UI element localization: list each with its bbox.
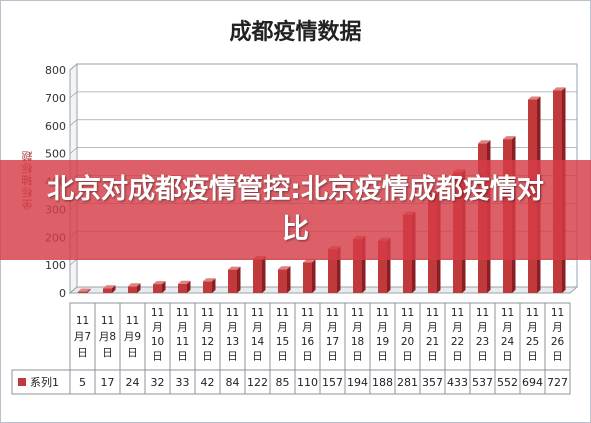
- x-tick-label: 11 月 24 日: [501, 307, 515, 363]
- bar: [353, 238, 362, 293]
- y-tick-label: 700: [45, 92, 66, 105]
- bar-top: [178, 280, 191, 284]
- gridline: [69, 147, 577, 154]
- x-tick-label: 11 月 18 日: [351, 307, 364, 363]
- data-label: 17: [101, 376, 115, 389]
- bar-top: [228, 266, 241, 270]
- x-tick-label: 11 月 20 日: [401, 307, 414, 363]
- gridline: [69, 119, 577, 127]
- data-label: 188: [372, 376, 393, 389]
- data-label: 357: [422, 376, 443, 389]
- bar-top: [553, 87, 566, 91]
- bar: [303, 262, 312, 293]
- bar-top: [478, 140, 491, 144]
- bar: [253, 258, 262, 293]
- bar-top: [203, 278, 216, 282]
- data-label: 84: [226, 376, 240, 389]
- x-tick-label: 11 月 16 日: [301, 307, 315, 363]
- data-label: 24: [126, 376, 140, 389]
- data-label: 433: [447, 376, 468, 389]
- x-tick-label: 11 月 19 日: [376, 307, 389, 363]
- legend-swatch: [18, 378, 26, 386]
- legend-label: 系列1: [30, 375, 59, 389]
- bar-side: [162, 281, 166, 293]
- x-tick-label: 11 月 14 日: [251, 307, 265, 363]
- bar-side: [287, 266, 291, 293]
- bar: [278, 269, 287, 293]
- data-label: 85: [276, 376, 290, 389]
- data-label: 42: [201, 376, 215, 389]
- x-tick-label: 11 月9 日: [124, 315, 141, 359]
- data-label: 110: [297, 376, 318, 389]
- x-tick-label: 11 月 17 日: [326, 307, 339, 363]
- data-label: 194: [347, 376, 368, 389]
- bar-side: [312, 259, 316, 293]
- bar-top: [503, 136, 516, 140]
- bar-side: [187, 280, 191, 293]
- data-label: 552: [497, 376, 518, 389]
- bar: [378, 240, 387, 293]
- data-label: 727: [547, 376, 568, 389]
- y-tick-label: 100: [45, 259, 66, 272]
- bar-side: [112, 285, 116, 293]
- banner-headline: 北京对成都疫情管控:北京疫情成都疫情对比: [47, 174, 544, 245]
- bar: [128, 286, 137, 293]
- y-tick-label: 600: [45, 120, 66, 133]
- bar-top: [103, 285, 116, 289]
- y-tick-label: 800: [45, 64, 66, 77]
- bar-top: [528, 96, 541, 100]
- overlay-banner: 北京对成都疫情管控:北京疫情成都疫情对比: [0, 160, 591, 260]
- x-tick-label: 11 月 10 日: [151, 307, 164, 363]
- x-tick-label: 11 月 15 日: [276, 307, 289, 363]
- x-tick-label: 11 月 13 日: [226, 307, 239, 363]
- bar-side: [137, 283, 141, 293]
- bar: [328, 249, 337, 293]
- bar: [153, 284, 162, 293]
- data-table-row: [11, 369, 571, 395]
- data-label: 537: [472, 376, 493, 389]
- bar: [178, 283, 187, 293]
- bar: [203, 281, 212, 293]
- bar-side: [262, 255, 266, 293]
- y-tick-label: 500: [45, 148, 66, 161]
- gridline: [69, 91, 577, 99]
- bar-top: [153, 281, 166, 285]
- bar: [228, 269, 237, 293]
- chart-title: 成都疫情数据: [229, 19, 362, 45]
- gridline: [69, 63, 577, 71]
- data-label: 33: [176, 376, 190, 389]
- data-label: 32: [151, 376, 165, 389]
- x-tick-label: 11 月 25 日: [526, 307, 539, 363]
- data-label: 5: [79, 376, 86, 389]
- bar: [103, 288, 112, 293]
- x-tick-label: 11 月 11 日: [176, 307, 189, 363]
- y-tick-label: 0: [59, 287, 66, 300]
- bar-top: [128, 283, 141, 287]
- bar-top: [78, 288, 91, 292]
- x-tick-label: 11 月 26 日: [551, 307, 565, 363]
- bar-top: [303, 259, 316, 263]
- x-tick-label: 11 月 21 日: [426, 307, 439, 363]
- data-label: 281: [397, 376, 418, 389]
- data-label: 694: [522, 376, 543, 389]
- x-tick-label: 11 月8 日: [99, 315, 116, 359]
- bar-side: [212, 278, 216, 293]
- data-label: 157: [322, 376, 343, 389]
- x-tick-label: 11 月 12 日: [201, 307, 214, 363]
- bar: [78, 291, 87, 293]
- bar-side: [87, 288, 91, 293]
- x-tick-label: 11 月 23 日: [476, 307, 489, 363]
- bar-top: [278, 266, 291, 270]
- bar-side: [237, 266, 241, 293]
- x-tick-label: 11 月 22 日: [451, 307, 464, 363]
- data-label: 122: [247, 376, 268, 389]
- x-tick-label: 11 月7 日: [74, 315, 91, 359]
- chart-floor: [68, 286, 579, 294]
